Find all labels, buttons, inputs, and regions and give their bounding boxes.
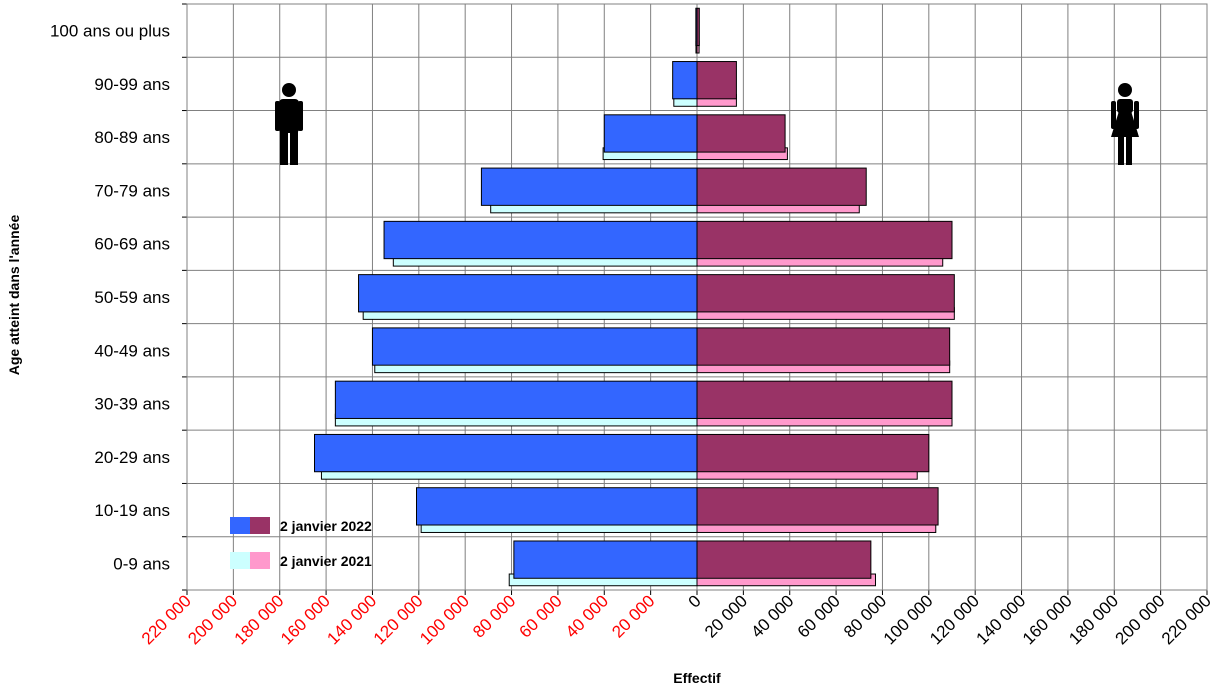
bar-hommes-2022-1 <box>416 487 698 526</box>
x-tick-label: 180 000 <box>231 591 288 648</box>
category-label: 80-89 ans <box>94 128 170 147</box>
category-label: 90-99 ans <box>94 75 170 94</box>
bar-hommes-2022-5 <box>358 274 698 313</box>
legend: 2 janvier 2022 2 janvier 2021 <box>230 517 372 569</box>
x-tick-label: 180 000 <box>1065 591 1122 648</box>
bar-femmes-2022-4 <box>696 327 951 366</box>
category-label: 60-69 ans <box>94 235 170 254</box>
legend-swatch-2021-hommes <box>230 552 250 569</box>
bar-femmes-2022-3 <box>696 380 953 419</box>
bar-femmes-2022-9 <box>696 61 737 100</box>
bar-hommes-2022-6 <box>383 220 698 260</box>
x-axis-title: Effectif <box>673 670 721 686</box>
bar-femmes-2022-10 <box>696 7 700 47</box>
category-label: 10-19 ans <box>94 501 170 520</box>
bar-femmes-2022-7 <box>696 167 867 206</box>
legend-swatch-2021-femmes <box>250 552 270 569</box>
bars <box>314 7 955 587</box>
bar-hommes-2022-7 <box>480 167 698 206</box>
x-tick-label: 200 000 <box>1112 591 1169 648</box>
legend-swatch-2022-hommes <box>230 517 250 534</box>
bar-femmes-2022-2 <box>696 433 930 473</box>
y-axis-title: Age atteint dans l'année <box>6 215 22 376</box>
category-label: 50-59 ans <box>94 288 170 307</box>
x-tick-label: 100 000 <box>416 591 473 648</box>
legend-swatch-2022-femmes <box>250 517 270 534</box>
legend-label-2022: 2 janvier 2022 <box>280 518 372 534</box>
bar-hommes-2022-2 <box>314 433 698 473</box>
x-tick-label: 120 000 <box>926 591 983 648</box>
x-tick-label: 160 000 <box>277 591 334 648</box>
bar-femmes-2022-0 <box>696 540 872 579</box>
bar-hommes-2022-9 <box>672 61 698 100</box>
x-tick-label: 60 000 <box>794 591 844 641</box>
bar-hommes-2022-3 <box>334 380 698 419</box>
x-tick-label: 0 <box>685 591 705 611</box>
bar-hommes-2022-0 <box>513 540 698 579</box>
legend-label-2021: 2 janvier 2021 <box>280 553 372 569</box>
plot-area-border <box>186 3 1208 591</box>
x-tick-label: 120 000 <box>370 591 427 648</box>
x-tick-label: 160 000 <box>1019 591 1076 648</box>
category-label: 40-49 ans <box>94 341 170 360</box>
bar-hommes-2022-8 <box>603 114 698 153</box>
category-label: 20-29 ans <box>94 448 170 467</box>
x-tick-label: 220 000 <box>1158 591 1214 648</box>
x-tick-label: 220 000 <box>138 591 195 648</box>
female-figure-icon <box>1111 83 1139 165</box>
category-label: 0-9 ans <box>113 554 170 573</box>
x-tick-label: 20 000 <box>701 591 751 641</box>
category-label: 100 ans ou plus <box>50 22 170 41</box>
category-label: 70-79 ans <box>94 181 170 200</box>
x-tick-label: 200 000 <box>184 591 241 648</box>
bar-femmes-2022-6 <box>696 220 953 260</box>
x-tick-label: 140 000 <box>323 591 380 648</box>
x-tick-label: 80 000 <box>469 591 519 641</box>
x-tick-label: 40 000 <box>747 591 797 641</box>
x-tick-label: 140 000 <box>972 591 1029 648</box>
bar-femmes-2022-5 <box>696 274 955 313</box>
x-tick-label: 100 000 <box>880 591 937 648</box>
x-tick-label: 20 000 <box>608 591 658 641</box>
bar-femmes-2022-8 <box>696 114 786 153</box>
x-tick-label: 60 000 <box>516 591 566 641</box>
bar-femmes-2022-1 <box>696 487 939 526</box>
category-label: 30-39 ans <box>94 395 170 414</box>
x-tick-label: 40 000 <box>562 591 612 641</box>
bar-hommes-2022-4 <box>371 327 698 366</box>
category-labels: 0-9 ans 10-19 ans 20-29 ans 30-39 ans 40-49 … <box>50 22 170 574</box>
male-figure-icon <box>275 83 303 165</box>
